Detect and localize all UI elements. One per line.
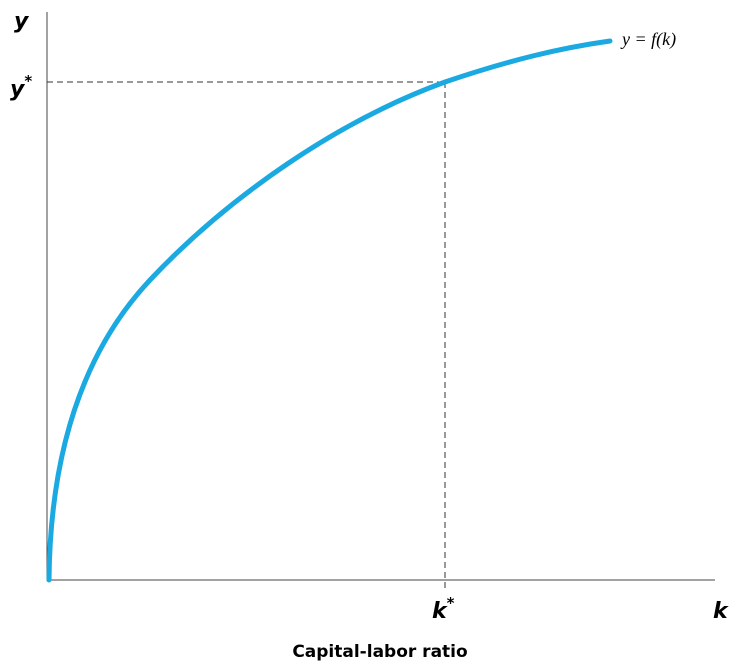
curve-label: y = f(k) (620, 29, 676, 50)
x-axis-label: k (713, 599, 729, 624)
x-axis-title: Capital-labor ratio (292, 642, 467, 662)
production-curve (46, 38, 613, 583)
y-star-base: y (10, 77, 26, 102)
y-star-label: y* (10, 72, 32, 102)
k-star-base: k (432, 599, 448, 624)
y-axis-label: y (14, 9, 30, 34)
y-star-sup: * (24, 72, 32, 90)
k-star-sup: * (447, 594, 455, 612)
k-star-label: k* (432, 594, 455, 624)
